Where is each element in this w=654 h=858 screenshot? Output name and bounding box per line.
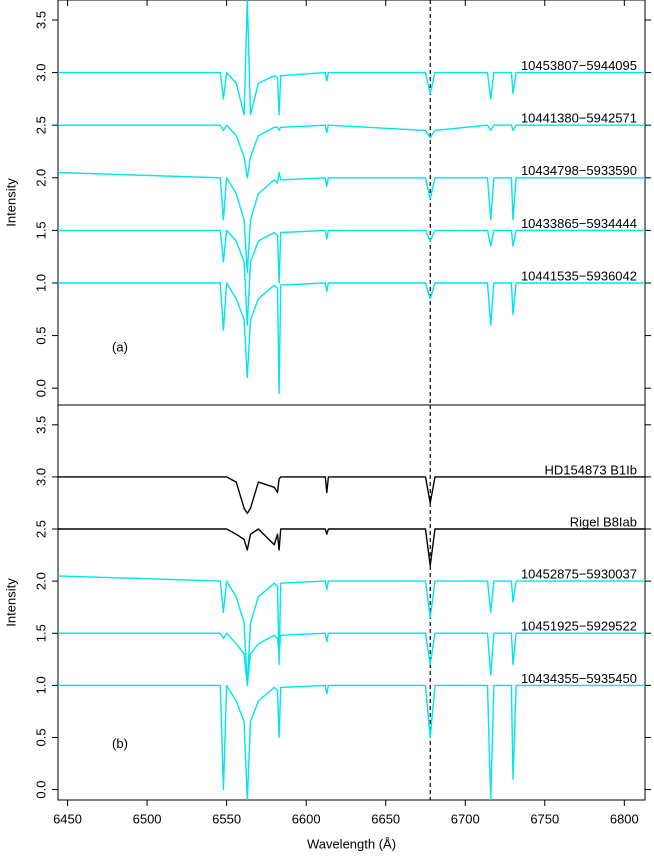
y-tick-label: 0.5 (33, 327, 48, 345)
spectrum (58, 282, 645, 395)
spectrum-label: 10452875−5930037 (521, 567, 637, 582)
spectrum (58, 229, 645, 326)
y-tick-label: 3.5 (33, 416, 48, 434)
y-axis-label: Intensity (3, 178, 18, 227)
plot-frame (57, 404, 646, 801)
spectrum (58, 528, 645, 567)
y-tick-label: 2.5 (33, 520, 48, 538)
spectrum (58, 632, 645, 687)
panel-label: (a) (112, 340, 128, 355)
spectrum (58, 171, 645, 274)
y-tick-label: 1.5 (33, 221, 48, 239)
spectrum-label: 10441380−5942571 (521, 111, 637, 126)
x-tick-label: 6750 (530, 811, 559, 826)
y-tick-label: 3.0 (33, 64, 48, 82)
spectrum-label: 10453807−5944095 (521, 58, 637, 73)
panel-label: (b) (112, 736, 128, 751)
spectrum-label: 10451925−5929522 (521, 619, 637, 634)
y-tick-label: 2.0 (33, 169, 48, 187)
spectrum-label: HD154873 B1Ib (544, 462, 637, 477)
spectrum-label: 10441535−5936042 (521, 268, 637, 283)
spectrum-label: Rigel B8Iab (570, 514, 637, 529)
y-tick-label: 3.0 (33, 468, 48, 486)
y-tick-label: 0.5 (33, 728, 48, 746)
y-tick-label: 2.5 (33, 116, 48, 134)
x-axis-label: Wavelength (Å) (307, 836, 396, 851)
y-tick-label: 1.0 (33, 676, 48, 694)
x-tick-label: 6550 (212, 811, 241, 826)
x-tick-label: 6450 (53, 811, 82, 826)
spectrum-label: 10433865−5934444 (521, 216, 637, 231)
y-tick-label: 0.0 (33, 379, 48, 397)
spectrum (58, 684, 645, 800)
x-tick-label: 6700 (451, 811, 480, 826)
spectrum (58, 575, 645, 687)
y-tick-label: 1.5 (33, 624, 48, 642)
spectrum (58, 124, 645, 179)
spectrum-label: 10434355−5935450 (521, 671, 637, 686)
x-tick-label: 6600 (292, 811, 321, 826)
spectrum-label: 10434798−5933590 (521, 163, 637, 178)
y-axis-label: Intensity (3, 578, 18, 627)
spectrum (58, 476, 645, 515)
spectrum (58, 0, 645, 116)
x-tick-label: 6500 (133, 811, 162, 826)
y-tick-label: 1.0 (33, 274, 48, 292)
y-tick-label: 0.0 (33, 781, 48, 799)
y-tick-label: 3.5 (33, 11, 48, 29)
y-tick-label: 2.0 (33, 572, 48, 590)
x-tick-label: 6650 (371, 811, 400, 826)
x-tick-label: 6800 (610, 811, 639, 826)
